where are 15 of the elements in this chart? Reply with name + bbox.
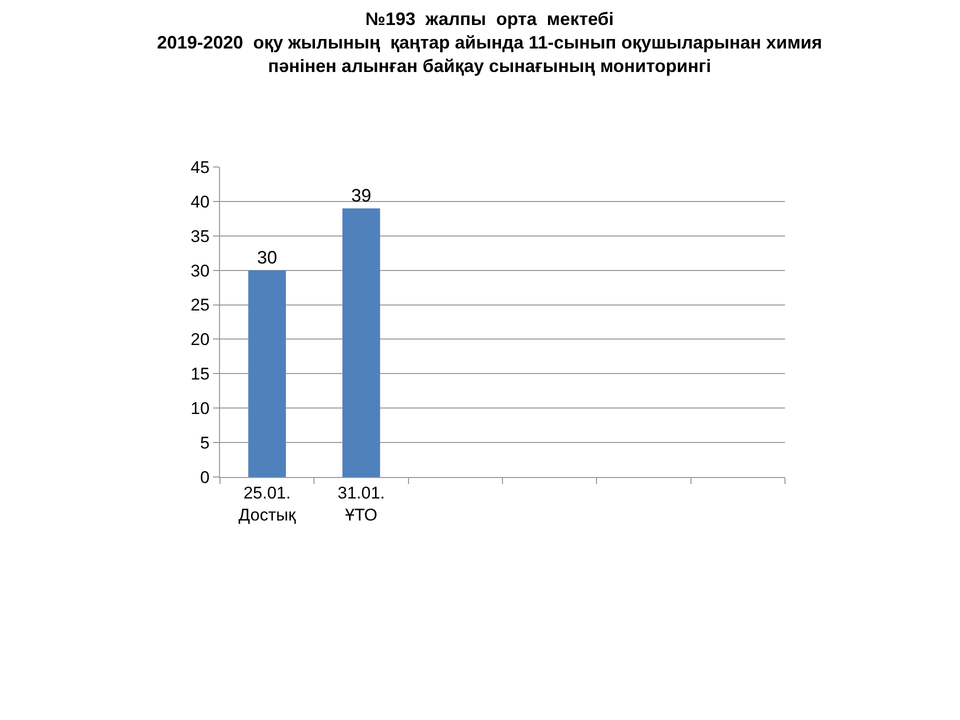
data-label: 39 (351, 185, 372, 206)
chart-title: №193 жалпы орта мектебі 2019-2020 оқу жылының қаңтар айында 11-сынып оқушыларынан химия пәнінен алынған байқау сынағының мониторингі (157, 9, 822, 76)
y-tick-label: 25 (190, 296, 210, 315)
y-tick-label: 35 (190, 226, 210, 246)
x-tick-label: 31.01. ҰТО (338, 483, 385, 524)
y-tick-label: 20 (190, 330, 210, 350)
x-tick-label: 25.01. Достық (238, 483, 296, 524)
y-tick-label: 5 (200, 434, 210, 453)
data-label: 30 (257, 247, 278, 268)
y-tick-label: 45 (190, 158, 210, 177)
y-tick-label: 40 (190, 192, 210, 212)
y-tick-label: 10 (190, 399, 210, 418)
y-tick-label: 15 (190, 364, 210, 384)
y-tick-label: 0 (200, 468, 210, 487)
y-tick-label: 30 (190, 261, 210, 280)
